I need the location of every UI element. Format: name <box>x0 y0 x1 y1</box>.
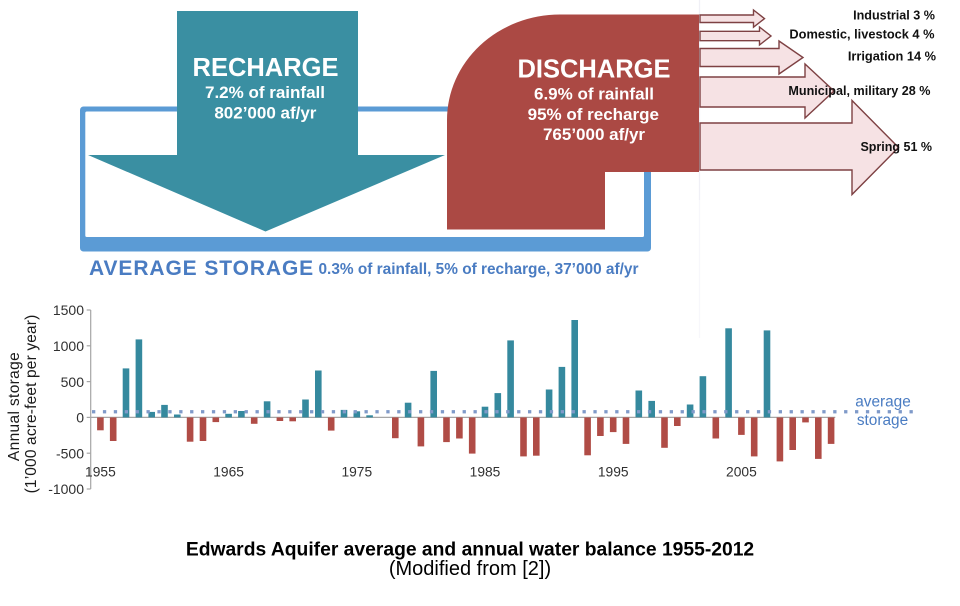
svg-text:6.9% of rainfall: 6.9% of rainfall <box>534 85 654 104</box>
svg-text:Irrigation 14 %: Irrigation 14 % <box>848 49 937 64</box>
svg-text:Edwards Aquifer average and an: Edwards Aquifer average and annual water… <box>186 540 754 561</box>
svg-text:RECHARGE: RECHARGE <box>193 54 339 82</box>
svg-text:1975: 1975 <box>341 465 372 480</box>
svg-text:1995: 1995 <box>598 465 629 480</box>
svg-text:(1’000 acre-feet per year): (1’000 acre-feet per year) <box>23 315 40 494</box>
svg-text:1985: 1985 <box>470 465 501 480</box>
svg-text:1955: 1955 <box>85 465 116 480</box>
svg-text:95% of recharge: 95% of recharge <box>528 105 659 124</box>
svg-text:802’000 af/yr: 802’000 af/yr <box>214 103 316 122</box>
svg-text:765’000 af/yr: 765’000 af/yr <box>543 125 645 144</box>
svg-text:1000: 1000 <box>53 338 84 354</box>
svg-text:0: 0 <box>76 410 84 426</box>
svg-text:Annual storage: Annual storage <box>6 352 23 461</box>
svg-text:storage: storage <box>857 412 908 429</box>
svg-text:Municipal, military 28 %: Municipal, military 28 % <box>788 84 930 98</box>
svg-text:7.2% of rainfall: 7.2% of rainfall <box>205 83 325 102</box>
svg-text:Industrial 3 %: Industrial 3 % <box>853 9 935 23</box>
svg-text:2005: 2005 <box>726 465 757 480</box>
svg-text:(Modified from [2]): (Modified from [2]) <box>389 558 551 580</box>
svg-text:1500: 1500 <box>53 302 84 318</box>
svg-text:-500: -500 <box>56 445 84 461</box>
svg-text:Spring 51 %: Spring 51 % <box>860 140 932 154</box>
svg-text:1965: 1965 <box>213 465 244 480</box>
svg-text:-1000: -1000 <box>48 481 84 497</box>
svg-text:0.3% of rainfall, 5% of rechar: 0.3% of rainfall, 5% of recharge, 37’000… <box>319 261 639 278</box>
svg-text:average: average <box>855 394 911 411</box>
svg-text:500: 500 <box>61 374 85 390</box>
svg-text:Domestic, livestock 4 %: Domestic, livestock 4 % <box>789 27 935 42</box>
svg-text:AVERAGE STORAGE: AVERAGE STORAGE <box>89 257 314 280</box>
svg-text:DISCHARGE: DISCHARGE <box>517 55 670 83</box>
